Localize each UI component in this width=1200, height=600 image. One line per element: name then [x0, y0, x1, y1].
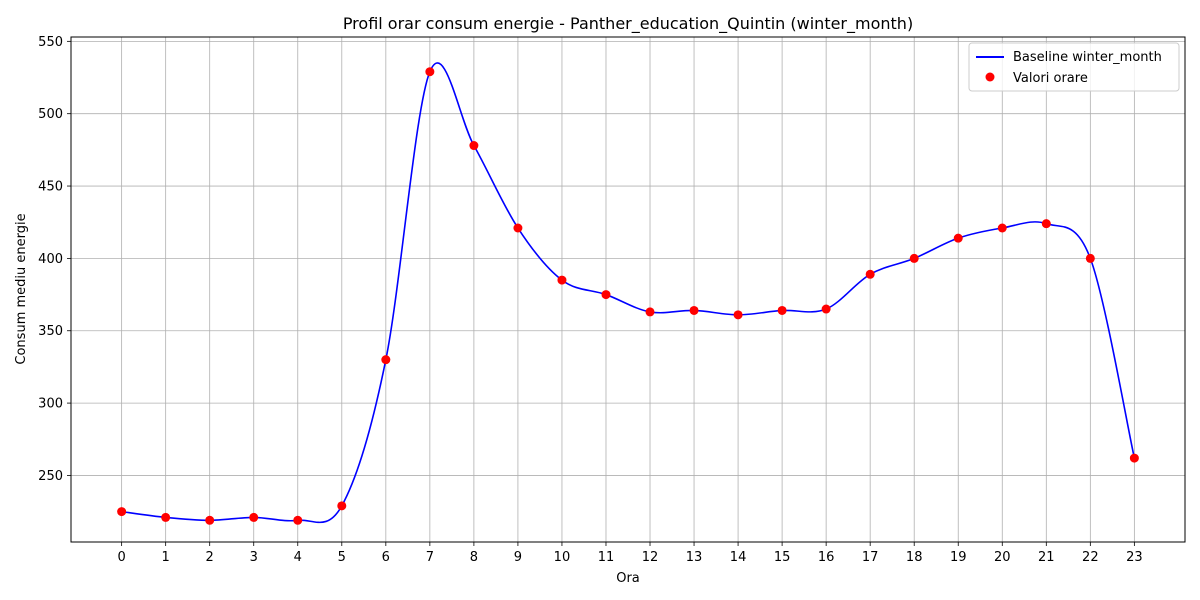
data-point — [1129, 453, 1139, 463]
y-tick-label: 550 — [38, 35, 63, 50]
x-tick-label: 19 — [950, 550, 967, 565]
data-point — [645, 307, 655, 317]
x-tick-label: 3 — [250, 550, 258, 565]
x-tick-label: 12 — [642, 550, 659, 565]
x-tick-label: 9 — [514, 550, 522, 565]
legend-label-baseline: Baseline winter_month — [1013, 50, 1162, 65]
grid — [71, 37, 1185, 542]
x-tick-label: 6 — [382, 550, 390, 565]
data-point — [733, 310, 743, 320]
x-tick-label: 11 — [598, 550, 615, 565]
x-tick-label: 5 — [338, 550, 346, 565]
data-point — [1085, 253, 1095, 263]
legend-label-valori: Valori orare — [1013, 71, 1088, 86]
x-tick-label: 2 — [206, 550, 214, 565]
data-point — [425, 67, 435, 77]
x-tick-label: 7 — [426, 550, 434, 565]
x-tick-label: 23 — [1126, 550, 1143, 565]
data-point — [997, 223, 1007, 233]
x-tick-label: 13 — [686, 550, 703, 565]
x-tick-label: 18 — [906, 550, 923, 565]
data-point — [689, 305, 699, 315]
x-tick-label: 1 — [162, 550, 170, 565]
legend-point-swatch — [985, 72, 995, 82]
plot-area-frame — [70, 36, 1186, 543]
chart-title: Profil orar consum energie - Panther_edu… — [343, 14, 913, 34]
legend-box — [968, 42, 1180, 92]
x-tick-label: 17 — [862, 550, 879, 565]
data-point — [249, 512, 259, 522]
legend: Baseline winter_month Valori orare — [968, 42, 1180, 92]
x-tick-label: 21 — [1038, 550, 1055, 565]
y-tick-label: 500 — [38, 107, 63, 122]
baseline-line — [121, 62, 1136, 524]
axis-ticks: 0 1 2 3 4 5 6 7 8 9 10 11 12 13 14 15 16 17 18 19 20 21 22 2325… — [38, 35, 1142, 565]
data-point — [821, 304, 831, 314]
data-point — [469, 141, 479, 151]
x-tick-label: 4 — [294, 550, 302, 565]
data-point — [161, 512, 171, 522]
x-tick-label: 15 — [774, 550, 791, 565]
data-point — [205, 515, 215, 525]
data-point — [1041, 219, 1051, 229]
y-tick-label: 250 — [38, 469, 63, 484]
x-tick-label: 16 — [818, 550, 835, 565]
data-point — [601, 290, 611, 300]
series-points — [117, 67, 1139, 525]
x-tick-label: 20 — [994, 550, 1011, 565]
x-axis-label: Ora — [616, 571, 640, 586]
x-tick-label: 8 — [470, 550, 478, 565]
data-point — [293, 515, 303, 525]
y-tick-label: 450 — [38, 180, 63, 195]
data-point — [513, 223, 523, 233]
x-tick-label: 14 — [730, 550, 747, 565]
data-point — [865, 269, 875, 279]
x-tick-label: 10 — [554, 550, 571, 565]
data-point — [557, 275, 567, 285]
data-point — [953, 233, 963, 243]
data-point — [117, 507, 127, 517]
y-tick-label: 300 — [38, 397, 63, 412]
x-tick-label: 22 — [1082, 550, 1099, 565]
y-tick-label: 400 — [38, 252, 63, 267]
data-point — [337, 501, 347, 511]
y-axis-label: Consum mediu energie — [14, 213, 29, 364]
series-lines — [121, 62, 1136, 524]
data-point — [909, 253, 919, 263]
y-tick-label: 350 — [38, 324, 63, 339]
data-point — [381, 355, 391, 365]
data-point — [777, 305, 787, 315]
x-tick-label: 0 — [117, 550, 125, 565]
